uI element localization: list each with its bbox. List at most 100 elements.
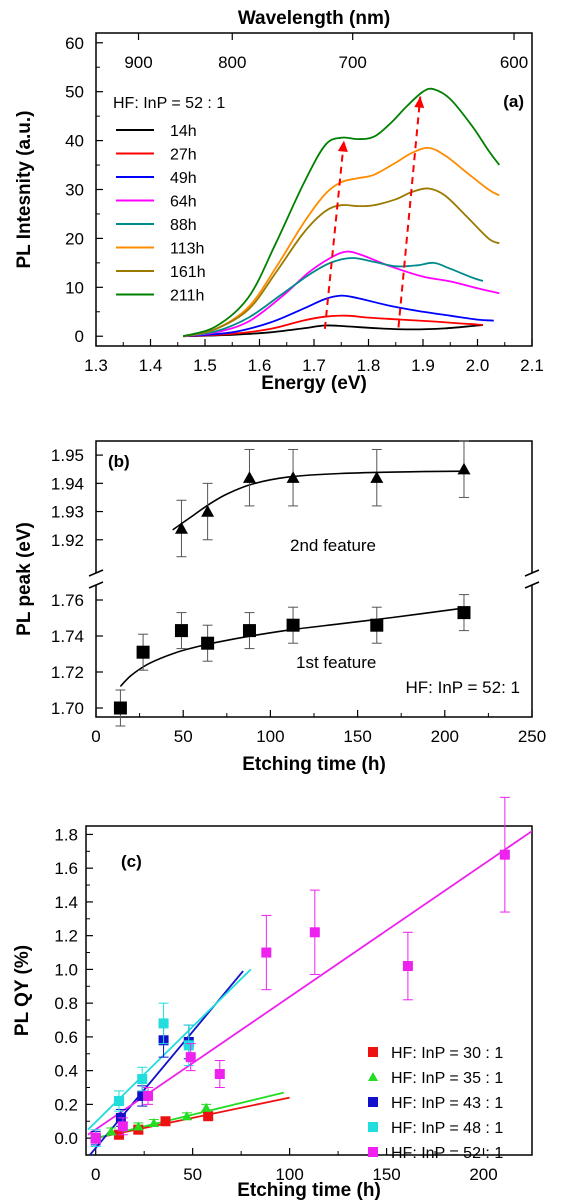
y-tick-label: 1.6 — [54, 859, 78, 878]
series-line-211h — [182, 87, 501, 338]
legend-label-211h: 211h — [170, 288, 204, 305]
legend-marker-1 — [368, 1047, 378, 1057]
y-tick-label: 1.2 — [54, 927, 78, 946]
panel-label: (b) — [108, 452, 130, 471]
y-axis-title: PL QY (%) — [12, 945, 33, 1036]
x-tick-label: 200 — [469, 1165, 497, 1184]
plot-frame-lower — [95, 585, 533, 718]
axis-break-mark — [524, 581, 540, 589]
data-point — [90, 1133, 101, 1144]
series-line-14h — [183, 324, 483, 338]
data-point-square — [113, 701, 127, 715]
x-tick-label: 1.4 — [139, 356, 163, 375]
data-point — [113, 1096, 124, 1107]
legend-title: HF: InP = 52 : 1 — [113, 95, 225, 112]
series-line-49h — [183, 294, 494, 338]
y-tick-label: 1.94 — [51, 474, 84, 493]
y-tick-label: 20 — [65, 229, 84, 248]
data-point-square — [370, 618, 384, 632]
fit-line-1 — [95, 1096, 290, 1140]
y-tick-label: 50 — [65, 83, 84, 102]
data-point-square — [286, 618, 300, 632]
data-point-square — [457, 606, 471, 620]
data-point — [499, 849, 510, 860]
y-tick-label: 0.2 — [54, 1095, 78, 1114]
y-tick-label: 1.8 — [54, 825, 78, 844]
y-tick-label: 30 — [65, 181, 84, 200]
legend-label-3: HF: InP = 43 : 1 — [391, 1095, 503, 1112]
x-tick-label: 1.6 — [248, 356, 272, 375]
data-point-triangle — [201, 505, 215, 517]
data-point — [402, 961, 413, 972]
data-point-triangle — [242, 471, 256, 483]
data-point-square — [174, 624, 188, 638]
x-tick-label: 2.0 — [466, 356, 490, 375]
y-tick-label: 60 — [65, 34, 84, 53]
ratio-annotation: HF: InP = 52: 1 — [405, 678, 520, 697]
x-tick-label: 1.5 — [193, 356, 217, 375]
first-feature-label: 1st feature — [296, 653, 376, 672]
x-tick-label: 200 — [431, 727, 459, 746]
panel-a: 1.3 1.4 1.5 1.6 1.7 1.8 1.9 2.0 2.1 0 10 20 30 40 50 60… — [14, 8, 544, 394]
legend-label-88h: 88h — [170, 217, 197, 234]
y-tick-label: 1.92 — [51, 531, 84, 550]
legend-marker-2 — [368, 1072, 378, 1081]
x-tick-label: 2.1 — [520, 356, 544, 375]
y-axis-title: PL peak (eV) — [14, 522, 35, 636]
x-tick-label: 1.9 — [411, 356, 435, 375]
y-tick-label: 10 — [65, 278, 84, 297]
x-tick-label: 1.3 — [84, 356, 108, 375]
series-line-64h — [183, 250, 500, 338]
series-line-113h — [183, 146, 500, 338]
y-tick-label: 1.0 — [54, 960, 78, 979]
second-feature-label: 2nd feature — [290, 536, 376, 555]
data-point-triangle — [174, 521, 188, 534]
axis-break-mark — [88, 581, 104, 589]
y-tick-label: 1.4 — [54, 893, 78, 912]
series-triangle — [174, 440, 471, 558]
y-tick-label: 40 — [65, 132, 84, 151]
data-point — [203, 1111, 214, 1122]
data-point — [185, 1052, 196, 1063]
axis-break-mark — [524, 569, 540, 577]
series-line-161h — [183, 187, 500, 338]
data-point-square — [242, 624, 256, 638]
legend-label-113h: 113h — [170, 241, 204, 258]
y-axis-title: PL Intesnity (a.u.) — [14, 110, 35, 268]
legend-label-4: HF: InP = 48 : 1 — [391, 1120, 503, 1137]
legend-label-49h: 49h — [170, 170, 197, 187]
y-tick-label: 1.93 — [51, 503, 84, 522]
x2-tick-label: 700 — [339, 53, 367, 72]
legend-label-1: HF: InP = 30 : 1 — [391, 1045, 503, 1062]
x-tick-label: 100 — [256, 727, 284, 746]
data-point — [158, 1018, 169, 1029]
x-tick-label: 100 — [275, 1165, 303, 1184]
series-line-27h — [183, 314, 484, 338]
x-tick-label: 250 — [518, 727, 546, 746]
x-axis-title: Etching time (h) — [237, 1180, 381, 1201]
data-point — [148, 1117, 159, 1127]
data-point — [181, 1111, 192, 1121]
series-5 — [90, 796, 510, 1144]
data-point-triangle — [286, 471, 300, 483]
x-tick-label: 1.7 — [302, 356, 326, 375]
legend-label-5: HF: InP = 52 : 1 — [391, 1145, 503, 1162]
data-point-triangle — [370, 471, 384, 483]
panel-label: (a) — [503, 92, 524, 111]
y-tick-label: 1.95 — [51, 446, 84, 465]
y-tick-label: 0 — [75, 327, 84, 346]
y-tick-label: 0.0 — [54, 1129, 78, 1148]
data-point — [143, 1090, 154, 1101]
legend-label-27h: 27h — [170, 147, 197, 164]
panel-c: 0 50 100 150 200 0.0 0.2 0.4 0.6 0.8 1.0 1.2 1.4 1.6 1… — [12, 796, 533, 1201]
legend-label-64h: 64h — [170, 194, 197, 211]
data-point — [183, 1040, 194, 1051]
data-point — [137, 1074, 148, 1085]
x-tick-label: 0 — [91, 1165, 100, 1184]
data-point — [117, 1121, 128, 1132]
legend-label-14h: 14h — [170, 123, 197, 140]
series-square — [113, 594, 471, 727]
x2-axis-title: Wavelength (nm) — [238, 8, 390, 29]
legend-marker-5 — [368, 1147, 378, 1157]
